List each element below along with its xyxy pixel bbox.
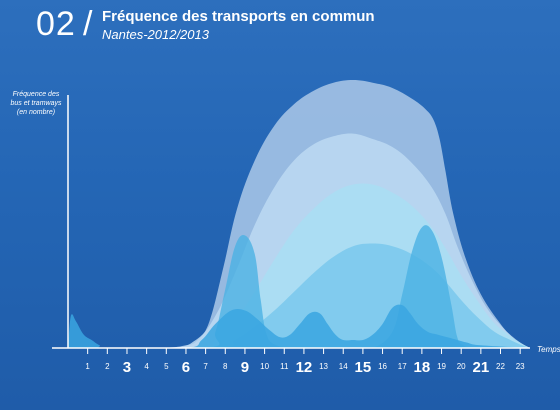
x-ticks-group: 1 2 3 4 5 6 7 8 9 10 11 12 13 14 15 16 17 18 19 20 21 22 23 (85, 348, 525, 376)
y-axis-label-group: Fréquence des bus et tramways (en nombre) (11, 91, 62, 116)
x-tick-label: 8 (223, 362, 228, 371)
x-tick-label: 9 (241, 359, 249, 376)
x-tick-label: 23 (516, 362, 525, 371)
x-tick-label: 14 (339, 362, 348, 371)
chart-number: 02 (36, 5, 76, 43)
x-tick-label: 11 (280, 362, 289, 371)
x-tick-label: 6 (182, 359, 190, 376)
x-tick-label: 4 (144, 362, 149, 371)
x-tick-label: 13 (319, 362, 328, 371)
x-tick-label: 21 (473, 359, 490, 376)
x-tick-label: 22 (496, 362, 505, 371)
x-tick-label: 5 (164, 362, 169, 371)
area-series-6 (68, 304, 530, 348)
x-axis-label: Temps (537, 345, 560, 354)
x-tick-label: 10 (260, 362, 269, 371)
x-tick-label: 17 (398, 362, 407, 371)
x-tick-label: 16 (378, 362, 387, 371)
y-axis-label-line: (en nombre) (17, 109, 55, 116)
x-tick-label: 2 (105, 362, 110, 371)
x-tick-label: 19 (437, 362, 446, 371)
x-tick-label: 3 (123, 359, 131, 376)
chart-title: Fréquence des transports en commun (102, 8, 375, 25)
x-tick-label: 7 (203, 362, 208, 371)
title-slash: / (83, 5, 93, 43)
x-tick-label: 20 (457, 362, 466, 371)
area-series-group (68, 80, 530, 348)
y-axis-label-line: bus et tramways (11, 100, 62, 107)
x-tick-label: 1 (85, 362, 90, 371)
x-tick-label: 12 (296, 359, 313, 376)
y-axis-label-line: Fréquence des (13, 91, 60, 98)
x-tick-label: 15 (355, 359, 372, 376)
x-tick-label: 18 (414, 359, 431, 376)
area-series-5 (68, 225, 530, 348)
chart-subtitle: Nantes-2012/2013 (102, 27, 209, 42)
